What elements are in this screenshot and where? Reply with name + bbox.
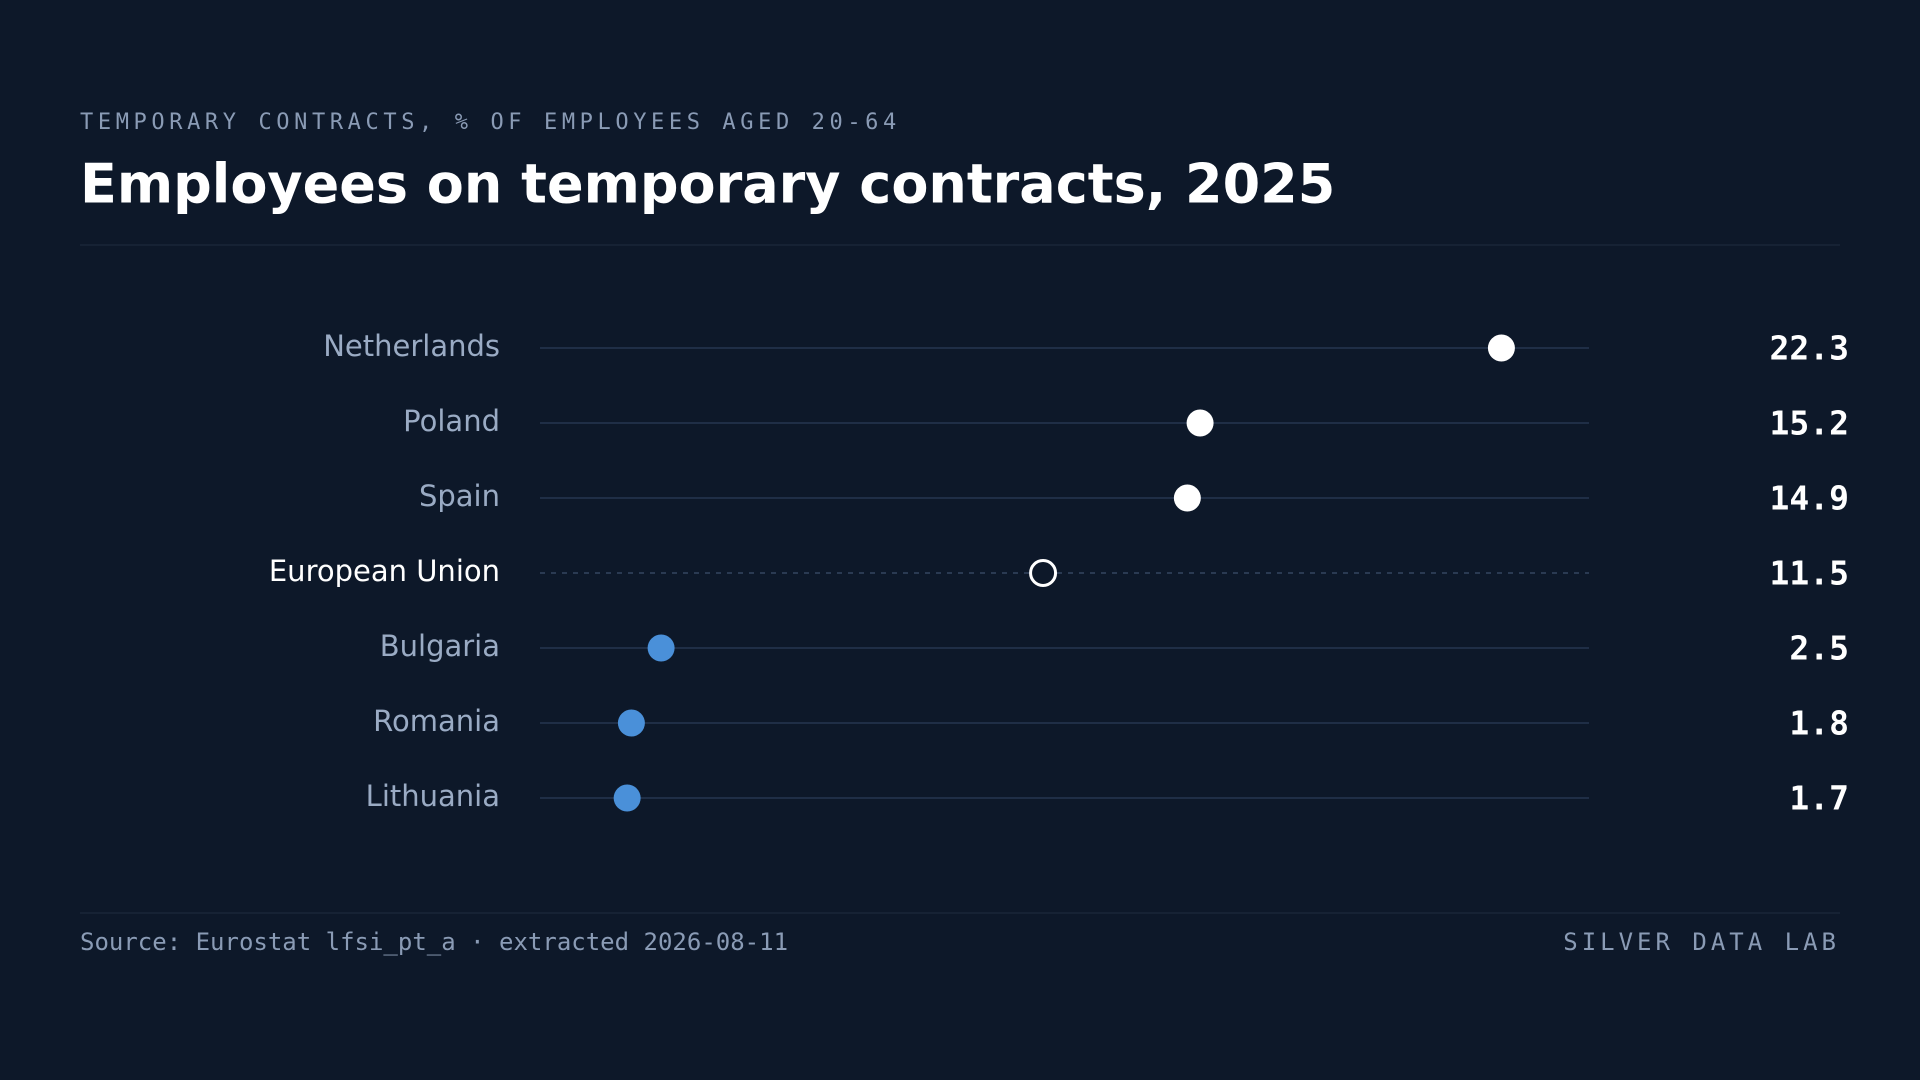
dot xyxy=(1487,334,1515,362)
category-label: Bulgaria xyxy=(380,629,500,663)
credit: SILVER DATA LAB xyxy=(1563,928,1840,956)
dot xyxy=(613,784,641,812)
value-label: 11.5 xyxy=(1770,554,1849,593)
dot xyxy=(617,709,645,737)
value-label: 2.5 xyxy=(1789,629,1849,668)
dot xyxy=(1029,559,1058,587)
value-label: 15.2 xyxy=(1770,404,1849,443)
value-label: 1.7 xyxy=(1789,779,1849,818)
category-label: Netherlands xyxy=(323,329,500,363)
value-label: 1.8 xyxy=(1789,704,1849,743)
value-label: 22.3 xyxy=(1770,329,1849,368)
category-label: Lithuania xyxy=(366,779,500,813)
value-label: 14.9 xyxy=(1770,479,1849,518)
dot xyxy=(1173,484,1201,512)
dot xyxy=(647,634,675,662)
source: Source: Eurostat lfsi_pt_a · extracted 2… xyxy=(80,928,788,956)
chart-title: Employees on temporary contracts, 2025 xyxy=(80,153,1335,216)
dot xyxy=(1186,409,1214,437)
chart-subtitle: TEMPORARY CONTRACTS, % OF EMPLOYEES AGED… xyxy=(80,110,901,135)
category-label: Poland xyxy=(403,404,500,438)
category-label: Romania xyxy=(373,704,500,738)
category-label: Spain xyxy=(419,479,500,513)
category-label: European Union xyxy=(269,554,500,588)
